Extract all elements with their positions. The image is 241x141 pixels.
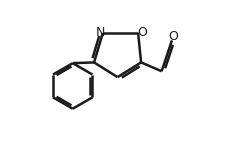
Text: N: N xyxy=(95,26,105,39)
Text: O: O xyxy=(137,26,147,39)
Text: O: O xyxy=(168,30,178,43)
